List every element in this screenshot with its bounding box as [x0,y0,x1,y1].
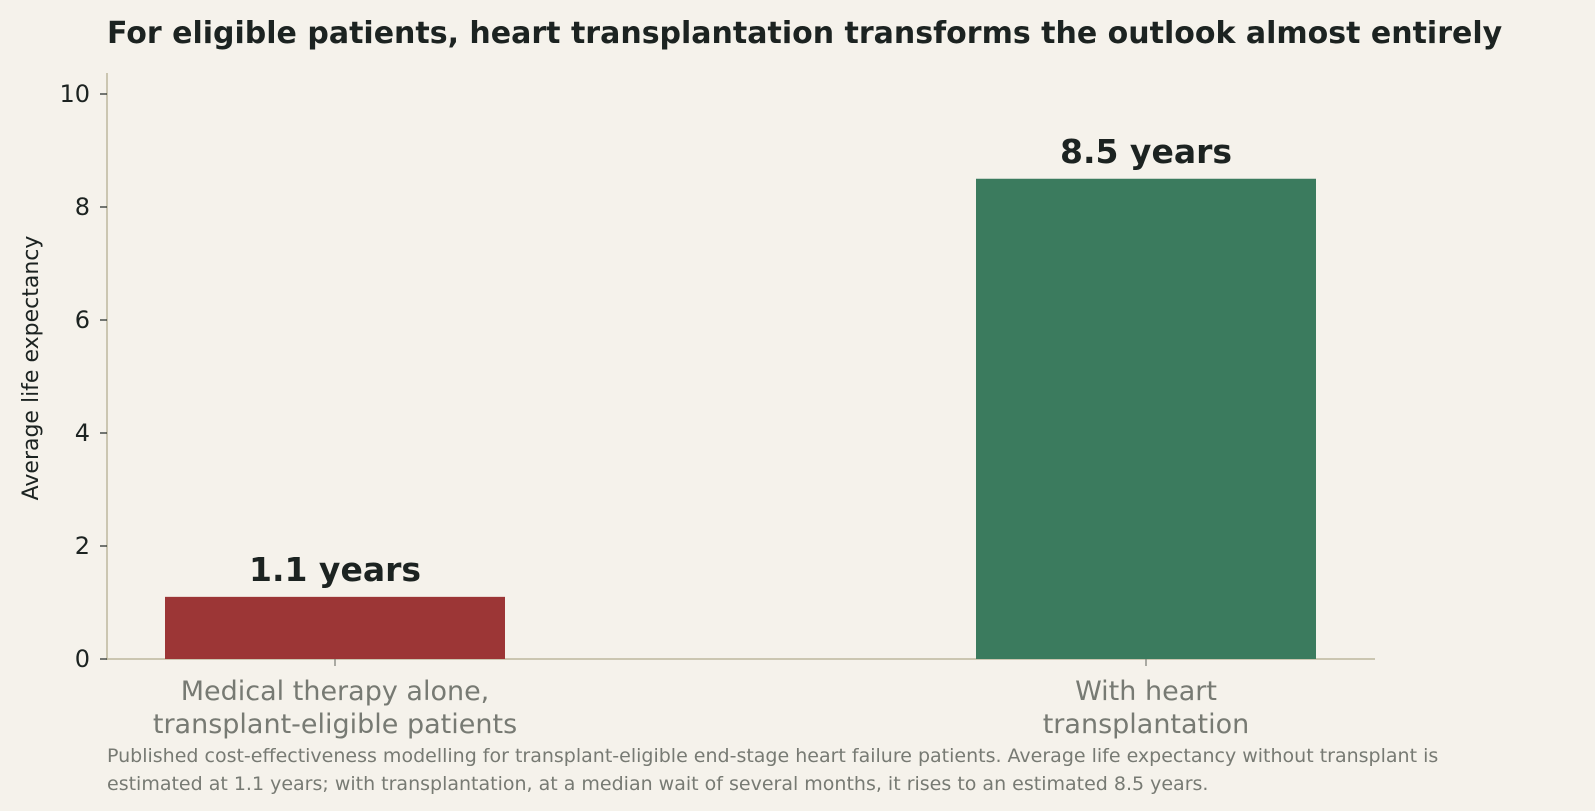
bar [976,178,1316,659]
y-tick-label: 2 [75,532,90,560]
y-tick-label: 4 [75,419,90,447]
x-tick-label-line: transplant-eligible patients [153,709,517,740]
bars: 1.1 years 8.5 years [165,132,1316,659]
x-tick-label-line: Medical therapy alone, [181,676,490,707]
x-tick-label: With heart transplantation [1043,676,1250,740]
y-tick-label: 6 [75,306,90,334]
x-tick-label-line: With heart [1075,676,1217,707]
x-tick-label-line: transplantation [1043,709,1250,740]
caption-line-2: estimated at 1.1 years; with transplanta… [107,773,1208,795]
y-ticks: 0 2 4 6 8 10 [59,80,107,673]
chart-title: For eligible patients, heart transplanta… [107,16,1503,51]
y-tick-label: 8 [75,193,90,221]
caption-line-1: Published cost-effectiveness modelling f… [107,745,1438,767]
y-tick-label: 0 [75,645,90,673]
x-tick-label: Medical therapy alone, transplant-eligibl… [153,676,517,740]
x-ticks: Medical therapy alone, transplant-eligibl… [153,659,1249,740]
y-axis-label: Average life expectancy [19,236,44,501]
bar-value-label: 1.1 years [249,550,421,589]
y-tick-label: 10 [59,80,90,108]
bar-value-label: 8.5 years [1060,132,1232,171]
bar [165,596,505,659]
